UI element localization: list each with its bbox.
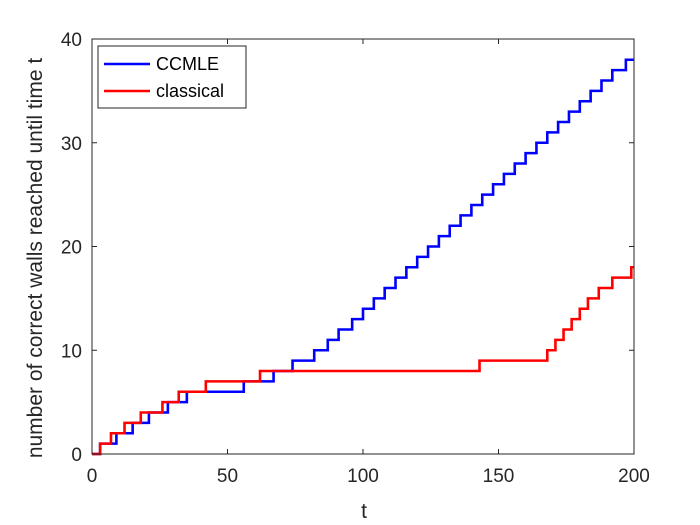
x-tick-label: 0 [87, 466, 98, 487]
y-tick-label: 40 [61, 30, 82, 51]
y-tick-label: 10 [61, 341, 82, 362]
axes-layer: 0 50 100 150 200 0 10 20 30 40 [61, 30, 650, 487]
legend: CCMLE classical [97, 45, 247, 109]
series-layer [92, 58, 634, 456]
y-tick-label: 20 [61, 238, 82, 259]
series-line-classical [92, 265, 634, 456]
x-tick-label: 100 [347, 466, 379, 487]
x-axis-label: t [361, 500, 367, 523]
x-tick-label: 150 [483, 466, 515, 487]
legend-label-classical: classical [156, 81, 224, 101]
x-tick-label: 50 [217, 466, 238, 487]
legend-label-ccmle: CCMLE [156, 54, 219, 74]
legend-box [97, 45, 247, 109]
series-line-ccmle [92, 58, 634, 456]
y-axis-label: number of correct walls reached until ti… [24, 58, 47, 458]
y-tick-label: 0 [71, 445, 82, 466]
y-tick-label: 30 [61, 134, 82, 155]
x-tick-label: 200 [618, 466, 650, 487]
